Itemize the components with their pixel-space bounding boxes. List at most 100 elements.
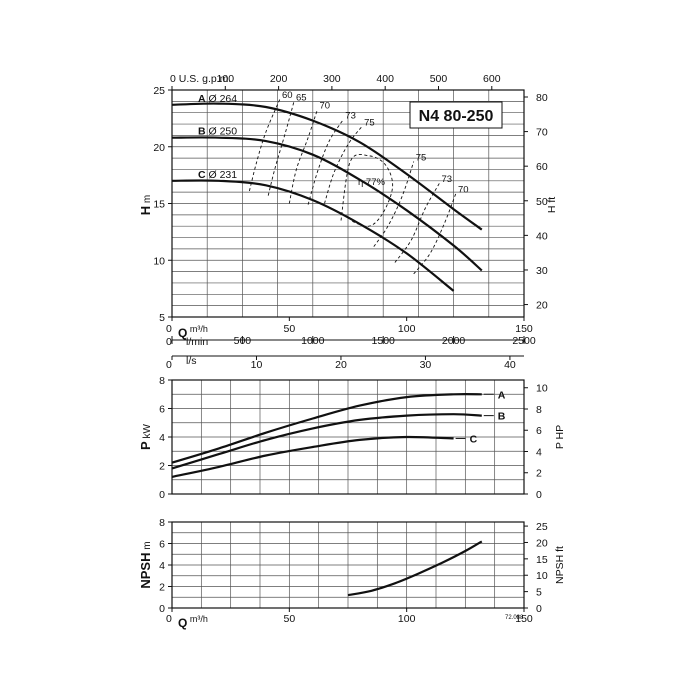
y-tick-label-power: 4 [159,432,165,444]
y-tick-label-head: 25 [153,85,165,97]
y2-tick-label-npsh: 25 [536,521,548,533]
y2-tick-label-head: 50 [536,196,548,208]
gpm-tick-label: 300 [323,73,341,85]
npsh-q-zero-label: 0 [166,613,172,625]
y2-tick-label-npsh: 0 [536,603,542,615]
lmin-zero-label: 0 [166,336,172,348]
efficiency-label-60: 60 [282,90,293,101]
q-tick-label: 100 [398,323,416,335]
y2-tick-label-head: 80 [536,92,548,104]
y2-tick-label-npsh: 5 [536,587,542,599]
y-tick-label-power: 8 [159,375,165,387]
head-curve-B [171,136,483,272]
gpm-tick-label: 500 [430,73,448,85]
y-tick-label-npsh: 4 [159,560,165,572]
power-curve-label-B: B [498,411,506,423]
efficiency-curve-75 [373,161,415,247]
axes-layer [168,86,528,612]
y2-tick-label-power: 10 [536,383,548,395]
power-curve-label-A: A [498,389,506,401]
ls-axis-label: l/s [186,355,197,367]
npsh-q-tick-label: 50 [283,613,295,625]
npsh-q-tick-label: 150 [515,613,533,625]
efficiency-label-65: 65 [296,92,307,103]
gpm-axis-label: 0 U.S. g.p.m. [170,73,231,85]
q-tick-label: 150 [515,323,533,335]
efficiency-label-75: 75 [364,117,375,128]
y-tick-label-npsh: 8 [159,517,165,529]
y2-tick-label-power: 2 [536,468,542,480]
npsh-q-tick-label: 100 [398,613,416,625]
gpm-tick-label: 600 [483,73,501,85]
title-box: N4 80-250 [409,101,503,129]
head-curve-label-A: A Ø 264 [198,93,237,105]
efficiency-curve-60 [248,98,281,192]
y2-tick-label-head: 30 [536,265,548,277]
head-curve-A [171,102,483,231]
y2-tick-label-npsh: 10 [536,570,548,582]
y2-tick-label-head: 70 [536,127,548,139]
power-curve-B [171,413,482,470]
efficiency-curve-73 [307,119,344,205]
lmin-axis-label: l/min [186,336,208,348]
y-tick-label-npsh: 6 [159,539,165,551]
gpm-tick-label: 100 [217,73,235,85]
efficiency-label-70: 70 [458,184,469,195]
head-axis-title: H m [138,195,153,216]
efficiency-peak-label: η 77% [358,177,385,188]
gpm-tick-label: 200 [270,73,288,85]
y-tick-label-power: 2 [159,461,165,473]
ls-tick-label: 30 [420,359,432,371]
ls-tick-label: 10 [251,359,263,371]
y2-tick-label-npsh: 20 [536,537,548,549]
y2-tick-label-npsh: 15 [536,554,548,566]
npsh-ft-axis-title: NPSH ft [554,546,566,584]
ls-zero-label: 0 [166,359,172,371]
ls-tick-label: 40 [504,359,516,371]
npsh-axis-title: NPSH m [138,541,153,588]
q-tick-label: 50 [283,323,295,335]
lmin-tick-label: 2000 [442,335,466,347]
npsh-q-axis-name: Q m³/h [178,614,208,630]
footnote: 72.088 [505,615,524,621]
power-axis-title: P kW [138,423,153,449]
y-tick-label-head: 5 [159,312,165,324]
q-axis-label: 0 [166,323,172,335]
ls-tick-label: 20 [335,359,347,371]
power-hp-axis-title: P HP [554,425,566,449]
y-tick-label-npsh: 2 [159,582,165,594]
chart-title: N4 80-250 [419,108,494,125]
efficiency-label-73: 73 [345,111,356,122]
y2-tick-label-head: 60 [536,161,548,173]
y-tick-label-power: 6 [159,404,165,416]
y2-tick-label-power: 4 [536,446,542,458]
lmin-tick-label: 1000 [301,335,325,347]
power-curve-C [171,435,454,478]
y2-tick-label-power: 8 [536,404,542,416]
performance-curves-layer [171,102,483,597]
y-tick-label-head: 10 [153,255,165,267]
head-curve-C [171,179,455,292]
y-tick-label-head: 15 [153,199,165,211]
efficiency-label-70: 70 [319,100,330,111]
y2-tick-label-power: 6 [536,425,542,437]
power-curve-label-C: C [470,433,478,445]
lmin-tick-label: 500 [234,335,252,347]
lmin-tick-label: 1500 [372,335,396,347]
y2-tick-label-power: 0 [536,489,542,501]
y-tick-label-npsh: 0 [159,603,165,615]
head-ft-axis-title: H ft [546,197,558,213]
lmin-tick-label: 2500 [512,335,536,347]
grid-layer [172,90,524,608]
efficiency-curve-65 [267,101,295,196]
y-tick-label-power: 0 [159,489,165,501]
head-curve-label-B: B Ø 250 [198,126,237,138]
efficiency-curve-75 [324,126,363,204]
efficiency-label-73: 73 [442,174,453,185]
q-axis-name: Q m³/h [178,324,208,340]
efficiency-peak-curve [340,153,394,227]
efficiency-label-75: 75 [416,153,427,164]
efficiency-curve-70 [288,109,318,204]
